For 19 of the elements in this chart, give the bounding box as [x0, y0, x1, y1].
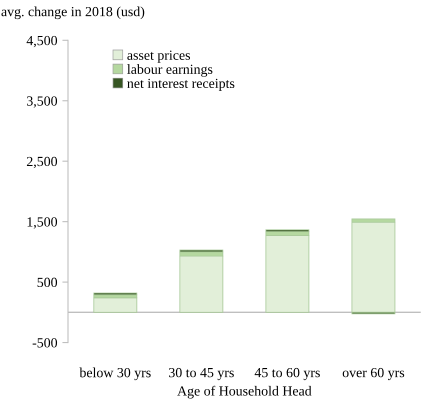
- y-tick-label: 3,500: [26, 96, 58, 108]
- x-tick-label: 45 to 60 yrs: [254, 368, 320, 380]
- bar: [352, 222, 396, 313]
- x-tick-label: below 30 yrs: [79, 368, 151, 380]
- y-tick-label: 1,500: [28, 217, 58, 229]
- bar: [179, 256, 224, 313]
- bar: [93, 297, 138, 313]
- legend-label: asset prices: [127, 50, 190, 63]
- y-tick-label: 4,500: [26, 36, 58, 48]
- y-tick-label: 2,500: [26, 156, 58, 168]
- y-axis-title: avg. change in 2018 (usd): [1, 6, 144, 20]
- x-tick-label: over 60 yrs: [342, 368, 404, 380]
- bar: [265, 235, 310, 313]
- legend-label: net interest receipts: [127, 78, 234, 91]
- y-tick-label: -500: [32, 338, 58, 348]
- legend-label: labour earnings: [127, 64, 212, 77]
- x-tick-label: 30 to 45 yrs: [169, 368, 234, 380]
- x-axis-title: Age of Household Head: [177, 386, 312, 399]
- y-tick-label: 500: [38, 278, 58, 288]
